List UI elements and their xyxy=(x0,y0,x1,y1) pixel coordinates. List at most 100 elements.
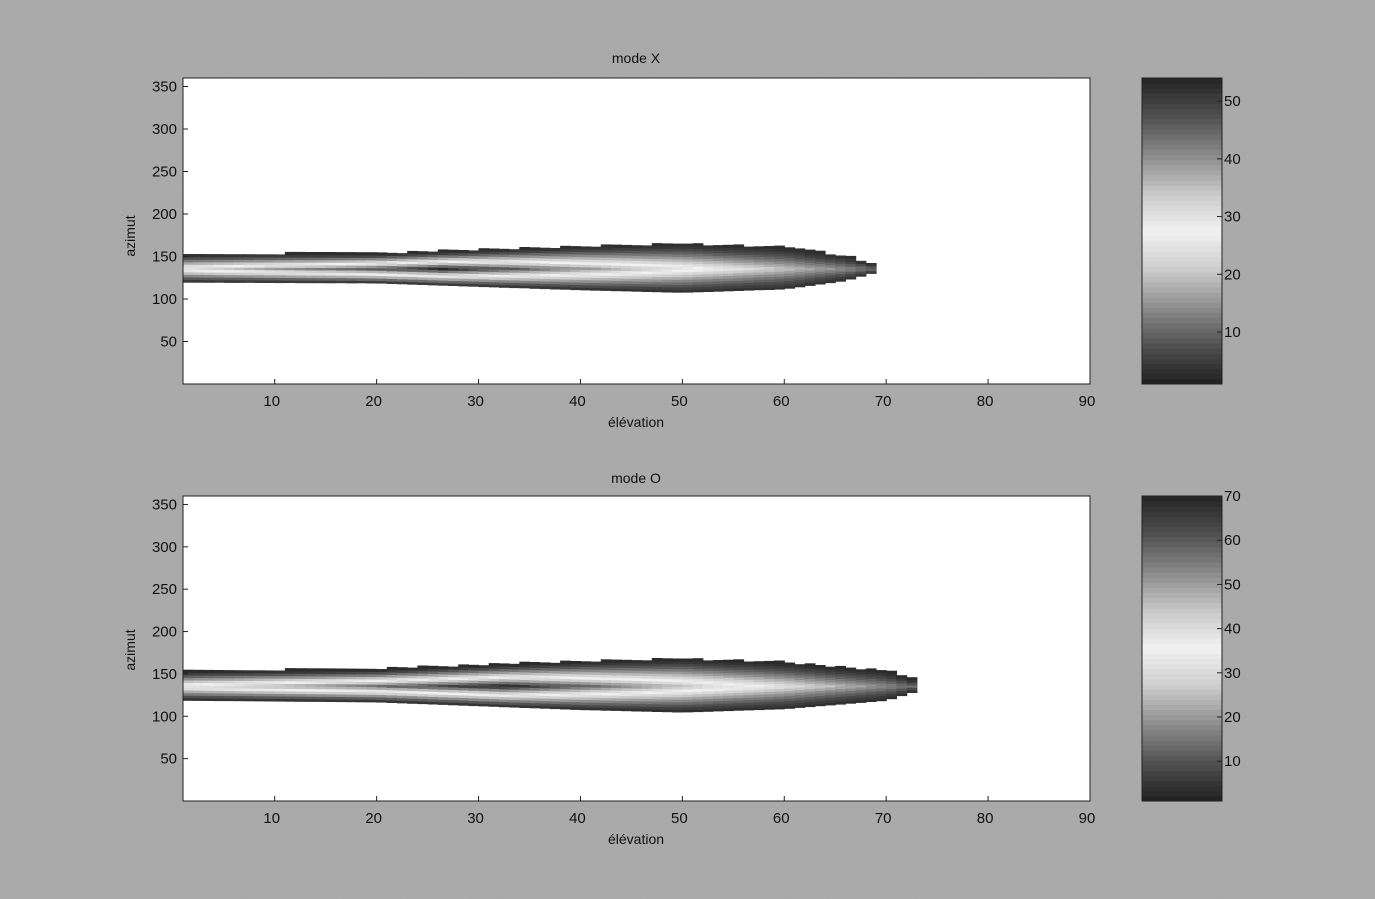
heatmap-cell xyxy=(193,274,204,278)
heatmap-cell xyxy=(458,262,469,266)
heatmap-cell xyxy=(631,675,643,679)
heatmap-cell xyxy=(825,262,836,266)
heatmap-cell xyxy=(611,697,622,701)
heatmap-cell xyxy=(672,256,683,260)
heatmap-cell xyxy=(763,678,775,682)
heatmap-cell xyxy=(539,265,551,269)
heatmap-cell xyxy=(234,682,245,686)
colorbar-segment xyxy=(1142,139,1222,145)
heatmap-cell xyxy=(723,677,734,681)
heatmap-cell xyxy=(723,270,734,274)
heatmap-cell xyxy=(631,273,643,277)
heatmap-cell xyxy=(682,264,694,268)
heatmap-cell xyxy=(600,269,612,274)
heatmap-cell xyxy=(478,680,490,684)
x-tick-label: 50 xyxy=(671,810,688,827)
heatmap-cell xyxy=(488,693,500,697)
heatmap-cell xyxy=(549,703,561,707)
heatmap-cell xyxy=(692,691,704,695)
heatmap-cell xyxy=(835,265,846,269)
heatmap-cell xyxy=(274,272,286,276)
heatmap-cell xyxy=(356,673,367,677)
heatmap-cell xyxy=(264,262,276,266)
heatmap-cell xyxy=(784,275,796,279)
heatmap-cell xyxy=(825,676,836,680)
heatmap-cell xyxy=(213,680,225,684)
heatmap-cell xyxy=(284,675,296,679)
heatmap-cell xyxy=(315,670,327,674)
heatmap-cell xyxy=(305,264,317,268)
heatmap-cell xyxy=(488,696,500,700)
heatmap-cell xyxy=(621,670,632,674)
heatmap-cell xyxy=(621,252,632,256)
heatmap-cell xyxy=(335,262,347,266)
heatmap-cell xyxy=(295,257,306,261)
heatmap-cell xyxy=(570,666,582,670)
heatmap-cell xyxy=(600,285,612,289)
heatmap-cell xyxy=(539,698,551,702)
heatmap-cell xyxy=(295,673,306,677)
heatmap-cell xyxy=(774,258,785,262)
x-tick-label: 40 xyxy=(569,810,586,827)
heatmap-cell xyxy=(254,259,266,263)
heatmap-cell xyxy=(560,670,571,674)
heatmap-cell xyxy=(284,254,296,258)
heatmap-cell xyxy=(631,250,643,254)
heatmap-cell xyxy=(458,278,469,282)
heatmap-cell xyxy=(427,678,439,682)
heatmap-cell xyxy=(549,693,561,697)
heatmap-cell xyxy=(723,257,734,261)
heatmap-cell xyxy=(753,259,765,263)
heatmap-cell xyxy=(621,270,632,274)
heatmap-cell xyxy=(560,263,571,267)
heatmap-cell xyxy=(804,267,816,271)
heatmap-cell xyxy=(651,683,663,687)
heatmap-cell xyxy=(855,268,867,272)
colorbar-segment xyxy=(1142,78,1222,84)
heatmap-cell xyxy=(814,271,826,275)
heatmap-cell xyxy=(712,667,724,671)
colorbar-segment xyxy=(1142,623,1222,629)
heatmap-cell xyxy=(549,281,561,285)
heatmap-cell xyxy=(193,697,204,701)
heatmap-cell xyxy=(305,688,317,692)
heatmap-cell xyxy=(366,272,378,276)
colorbar-segment xyxy=(1142,780,1222,787)
heatmap-cell xyxy=(723,708,734,712)
heatmap-cell xyxy=(723,285,734,289)
heatmap-cell xyxy=(234,269,245,273)
colorbar-segment xyxy=(1142,531,1222,538)
heatmap-cell xyxy=(753,694,765,698)
heatmap-cell xyxy=(825,694,836,698)
heatmap-cell xyxy=(315,259,327,263)
heatmap-cell xyxy=(437,269,449,273)
colorbar-segment xyxy=(1142,174,1222,181)
x-tick-label: 80 xyxy=(977,810,994,827)
heatmap-cell xyxy=(621,250,632,254)
heatmap-cell xyxy=(203,274,215,278)
heatmap-cell xyxy=(682,673,694,677)
heatmap-cell xyxy=(213,692,225,696)
heatmap-cell xyxy=(825,699,836,703)
heatmap-cell xyxy=(580,254,592,258)
heatmap-cell xyxy=(804,665,816,669)
heatmap-cell xyxy=(448,697,459,701)
heatmap-cell xyxy=(305,272,317,276)
heatmap-cell xyxy=(346,267,357,271)
heatmap-cell xyxy=(723,682,734,686)
heatmap-cell xyxy=(274,688,286,692)
heatmap-cell xyxy=(682,681,694,685)
heatmap-cell xyxy=(509,699,520,703)
heatmap-cell xyxy=(631,270,643,274)
heatmap-cell xyxy=(570,671,582,675)
heatmap-cell xyxy=(386,689,398,693)
heatmap-cell xyxy=(284,683,296,687)
heatmap-cell xyxy=(794,671,806,675)
heatmap-cell xyxy=(590,689,602,693)
heatmap-cell xyxy=(733,669,745,673)
heatmap-cell xyxy=(407,675,418,679)
heatmap-cell xyxy=(631,670,643,674)
heatmap-cell xyxy=(774,255,785,259)
heatmap-cell xyxy=(203,687,215,691)
heatmap-cell xyxy=(702,281,714,285)
